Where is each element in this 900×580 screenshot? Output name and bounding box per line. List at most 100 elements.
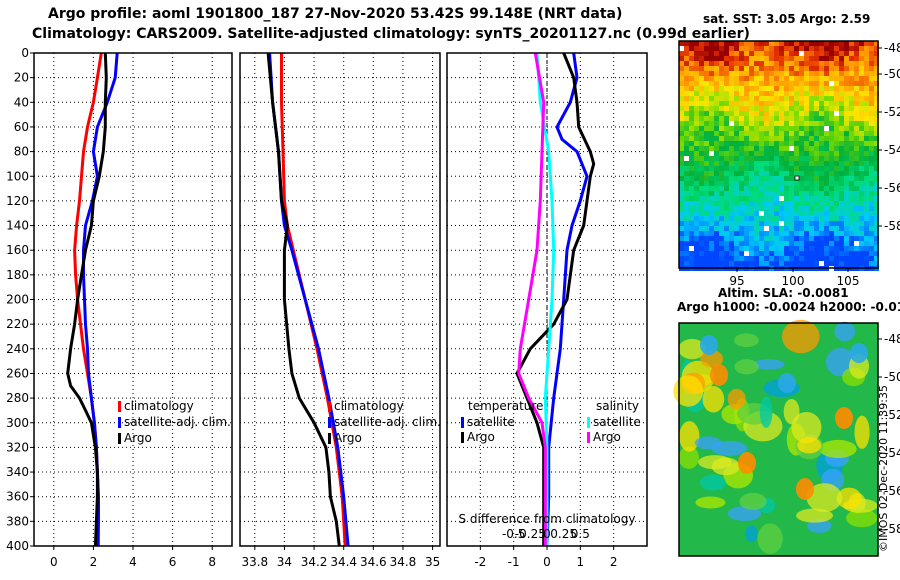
sst-cell bbox=[869, 186, 874, 191]
sst-cell bbox=[764, 211, 769, 216]
sst-cell bbox=[794, 106, 799, 111]
sst-cell bbox=[809, 256, 814, 261]
sst-cell bbox=[694, 51, 699, 56]
sst-cell bbox=[824, 251, 829, 256]
sst-cell bbox=[864, 236, 869, 241]
sst-cell bbox=[769, 146, 774, 151]
sst-cell bbox=[834, 226, 839, 231]
sst-cell bbox=[764, 51, 769, 56]
sst-cell bbox=[819, 91, 824, 96]
sst-cell bbox=[769, 111, 774, 116]
sst-cell bbox=[774, 161, 779, 166]
sst-cell bbox=[769, 126, 774, 131]
sst-cell bbox=[694, 111, 699, 116]
sst-cell bbox=[739, 246, 744, 251]
sst-cell bbox=[819, 231, 824, 236]
sst-cell bbox=[684, 241, 689, 246]
sst-cell bbox=[754, 171, 759, 176]
sst-cell bbox=[764, 246, 769, 251]
sst-cell bbox=[839, 71, 844, 76]
sst-cell bbox=[759, 111, 764, 116]
sst-cell bbox=[724, 41, 729, 46]
sst-cell bbox=[784, 241, 789, 246]
sst-cell bbox=[779, 241, 784, 246]
sst-cell bbox=[774, 141, 779, 146]
sst-cell bbox=[769, 96, 774, 101]
sst-cell bbox=[749, 211, 754, 216]
sst-cell bbox=[689, 76, 694, 81]
sst-cell bbox=[799, 136, 804, 141]
sst-cell bbox=[694, 121, 699, 126]
sst-cell bbox=[834, 56, 839, 61]
sst-cell bbox=[784, 71, 789, 76]
sst-cell bbox=[804, 156, 809, 161]
sst-cell bbox=[869, 191, 874, 196]
sst-cell bbox=[759, 221, 764, 226]
sst-cell bbox=[744, 81, 749, 86]
sst-cell bbox=[734, 211, 739, 216]
sst-cell bbox=[734, 181, 739, 186]
sst-cell bbox=[684, 181, 689, 186]
sst-cell bbox=[769, 76, 774, 81]
sst-cell bbox=[824, 56, 829, 61]
sst-cell bbox=[774, 121, 779, 126]
sst-cell bbox=[789, 71, 794, 76]
y-tick-label: 140 bbox=[6, 219, 29, 233]
sst-cell bbox=[739, 231, 744, 236]
sst-cell bbox=[764, 131, 769, 136]
sst-cell bbox=[874, 191, 879, 196]
sst-cell bbox=[864, 126, 869, 131]
sst-cell bbox=[839, 181, 844, 186]
sst-cell bbox=[809, 211, 814, 216]
sst-cell bbox=[789, 56, 794, 61]
sst-cell bbox=[859, 236, 864, 241]
sst-cell bbox=[804, 236, 809, 241]
sst-cell bbox=[849, 226, 854, 231]
sst-cell bbox=[784, 206, 789, 211]
sst-cell bbox=[844, 51, 849, 56]
sst-cell bbox=[874, 256, 879, 261]
sst-cell bbox=[709, 211, 714, 216]
sst-cell bbox=[719, 91, 724, 96]
sst-cell bbox=[864, 111, 869, 116]
sst-cell bbox=[694, 56, 699, 61]
sst-cell bbox=[759, 161, 764, 166]
sst-cell bbox=[799, 166, 804, 171]
sst-cell bbox=[789, 256, 794, 261]
sla-anomaly-blob bbox=[678, 338, 706, 360]
sst-cell bbox=[739, 181, 744, 186]
sst-cell bbox=[724, 106, 729, 111]
sst-cell bbox=[779, 206, 784, 211]
sst-cell bbox=[694, 66, 699, 71]
sst-cell bbox=[774, 126, 779, 131]
sst-cell bbox=[874, 96, 879, 101]
sst-cell bbox=[779, 211, 784, 216]
sst-cell bbox=[724, 131, 729, 136]
sst-cell bbox=[769, 261, 774, 266]
sst-cell bbox=[729, 206, 734, 211]
sst-cell bbox=[874, 196, 879, 201]
sst-cell bbox=[729, 216, 734, 221]
sst-cell bbox=[684, 191, 689, 196]
sst-cell bbox=[834, 111, 839, 116]
legend-label: Argo bbox=[467, 430, 495, 444]
sst-cell bbox=[809, 76, 814, 81]
sst-cell bbox=[749, 116, 754, 121]
sst-cell bbox=[719, 151, 724, 156]
y-tick-label: 220 bbox=[6, 317, 29, 331]
sst-cell bbox=[814, 191, 819, 196]
sst-cell bbox=[724, 171, 729, 176]
sst-cell bbox=[849, 126, 854, 131]
sst-cell bbox=[724, 251, 729, 256]
sst-cell bbox=[679, 121, 684, 126]
sst-cell bbox=[789, 86, 794, 91]
sst-cell bbox=[719, 221, 724, 226]
sst-cell bbox=[869, 181, 874, 186]
sst-cell bbox=[814, 151, 819, 156]
sst-cell bbox=[734, 196, 739, 201]
sst-cell bbox=[684, 116, 689, 121]
sst-cell bbox=[684, 211, 689, 216]
sst-cell bbox=[804, 251, 809, 256]
sst-cell bbox=[704, 101, 709, 106]
sst-cell bbox=[709, 136, 714, 141]
